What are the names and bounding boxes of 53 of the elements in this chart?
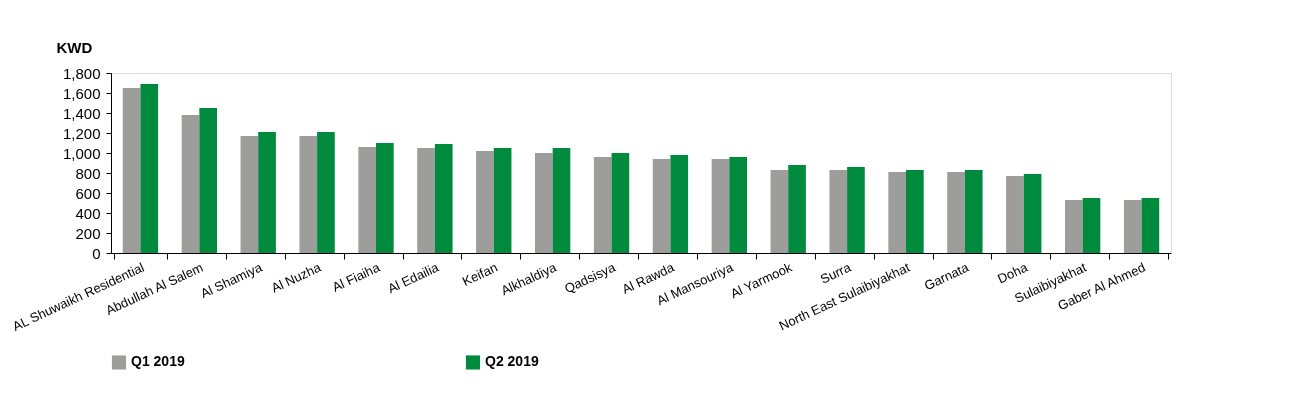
bar — [1141, 198, 1160, 253]
bar — [888, 172, 906, 253]
x-tick-label: Al Edailia — [385, 259, 442, 297]
bar — [140, 84, 159, 253]
bar — [847, 167, 865, 253]
bar — [493, 148, 512, 253]
y-tick-label: 1,200 — [62, 124, 101, 142]
legend-label: Q1 2019 — [131, 353, 185, 370]
bar — [258, 132, 276, 253]
bar — [611, 153, 630, 253]
bar — [1123, 200, 1142, 253]
y-tick-label: 200 — [75, 224, 101, 242]
bar — [906, 170, 924, 253]
bar — [1006, 176, 1024, 253]
bar — [788, 165, 806, 253]
bar — [434, 144, 453, 253]
x-tick-label: Al Nuzha — [268, 259, 324, 296]
bar — [670, 155, 689, 253]
bar — [417, 148, 435, 253]
bar — [652, 159, 671, 253]
x-tick-label: Keifan — [460, 259, 500, 289]
y-tick-label: 1,000 — [62, 144, 101, 162]
bar — [1082, 198, 1101, 253]
bar — [1065, 200, 1083, 253]
bar — [593, 157, 612, 253]
bar — [829, 170, 848, 253]
bar — [199, 108, 217, 253]
y-tick-label: 1,400 — [62, 104, 101, 122]
bar — [729, 157, 747, 253]
bar — [711, 159, 730, 253]
bar — [947, 172, 965, 253]
bar — [476, 151, 494, 253]
y-tick-label: 1,600 — [62, 84, 101, 102]
y-axis-title: KWD — [56, 38, 93, 56]
x-tick-label: Al Fiaiha — [329, 259, 383, 295]
y-tick-label: 0 — [92, 244, 101, 262]
bar — [770, 170, 789, 253]
bar — [299, 136, 318, 253]
legend-label: Q2 2019 — [485, 353, 539, 370]
y-tick-label: 800 — [75, 164, 101, 182]
bar — [535, 153, 553, 253]
bar — [317, 132, 335, 253]
bar — [552, 148, 571, 253]
bar — [240, 136, 259, 253]
y-tick-label: 400 — [75, 204, 101, 222]
y-tick-label: 600 — [75, 184, 101, 202]
bar — [181, 115, 200, 253]
bar — [964, 170, 983, 253]
y-tick-label: 1,800 — [62, 64, 101, 82]
bar — [1023, 174, 1042, 253]
bar — [122, 88, 141, 253]
bar — [376, 143, 394, 253]
bar — [358, 147, 376, 253]
